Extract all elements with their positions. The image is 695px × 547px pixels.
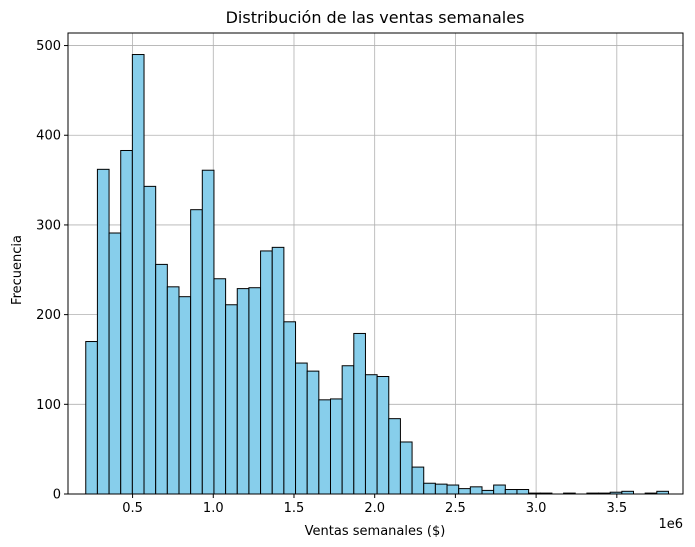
histogram-bar <box>318 399 331 495</box>
x-tick-label: 0.5 <box>122 501 143 516</box>
y-axis-label: Frecuencia <box>10 235 25 305</box>
x-tick-label: 3.5 <box>606 501 627 516</box>
x-axis-label: Ventas semanales ($) <box>305 524 446 539</box>
histogram-bar <box>131 54 145 495</box>
x-tick-label: 1.5 <box>284 501 305 516</box>
histogram-bar <box>423 482 436 495</box>
x-tick-label: 3.0 <box>526 501 547 516</box>
x-axis-offset-label: 1e6 <box>658 517 683 532</box>
histogram-bar <box>411 466 425 495</box>
histogram-bar <box>236 288 250 495</box>
histogram-bar <box>201 169 215 495</box>
histogram-bar <box>295 362 308 495</box>
histogram-bar <box>248 287 262 495</box>
histogram-bar <box>85 341 98 495</box>
y-tick-label: 500 <box>36 39 61 54</box>
histogram-bar <box>213 278 227 495</box>
histogram-bar <box>516 489 530 495</box>
y-tick-label: 200 <box>36 308 61 323</box>
y-axis-ticks: 0 100 200 300 400 500 <box>36 39 68 503</box>
histogram-bar <box>306 370 320 495</box>
histogram-bar <box>376 376 390 495</box>
histogram-bar <box>469 486 483 495</box>
histogram-bar <box>504 489 518 495</box>
histogram-bar <box>143 185 157 495</box>
histogram-bar <box>481 489 495 495</box>
histogram-bar <box>166 286 180 495</box>
plot-frame <box>67 32 684 495</box>
histogram-bar <box>388 418 401 495</box>
histogram-bar <box>341 365 355 495</box>
grid-lines <box>68 33 683 495</box>
histogram-bar <box>329 398 343 495</box>
x-tick-label: 2.0 <box>364 501 385 516</box>
y-tick-label: 300 <box>36 218 61 233</box>
histogram-bar <box>364 374 378 495</box>
histogram-bar <box>178 296 192 495</box>
histogram-bar <box>399 441 413 495</box>
y-tick-label: 0 <box>53 488 61 503</box>
histogram-bar <box>493 484 506 495</box>
x-tick-label: 2.5 <box>445 501 466 516</box>
histogram-bar <box>271 246 285 495</box>
x-axis-ticks: 0.5 1.0 1.5 2.0 2.5 3.0 3.5 <box>122 494 627 516</box>
x-tick-label: 1.0 <box>203 501 224 516</box>
histogram-bars <box>85 54 669 495</box>
chart-title: Distribución de las ventas semanales <box>226 8 525 27</box>
histogram-bar <box>108 232 122 495</box>
histogram-bar <box>353 332 366 495</box>
y-tick-label: 400 <box>36 129 61 144</box>
histogram-bar <box>120 149 133 495</box>
histogram-bar <box>96 168 110 495</box>
histogram-bar <box>225 304 238 495</box>
histogram-bar <box>283 321 297 495</box>
histogram-bar <box>434 483 448 495</box>
histogram-bar <box>260 250 273 495</box>
y-tick-label: 100 <box>36 398 61 413</box>
histogram-bar <box>446 484 460 495</box>
histogram-bar <box>458 488 471 495</box>
histogram-bar <box>155 263 168 495</box>
histogram-bar <box>190 209 203 495</box>
